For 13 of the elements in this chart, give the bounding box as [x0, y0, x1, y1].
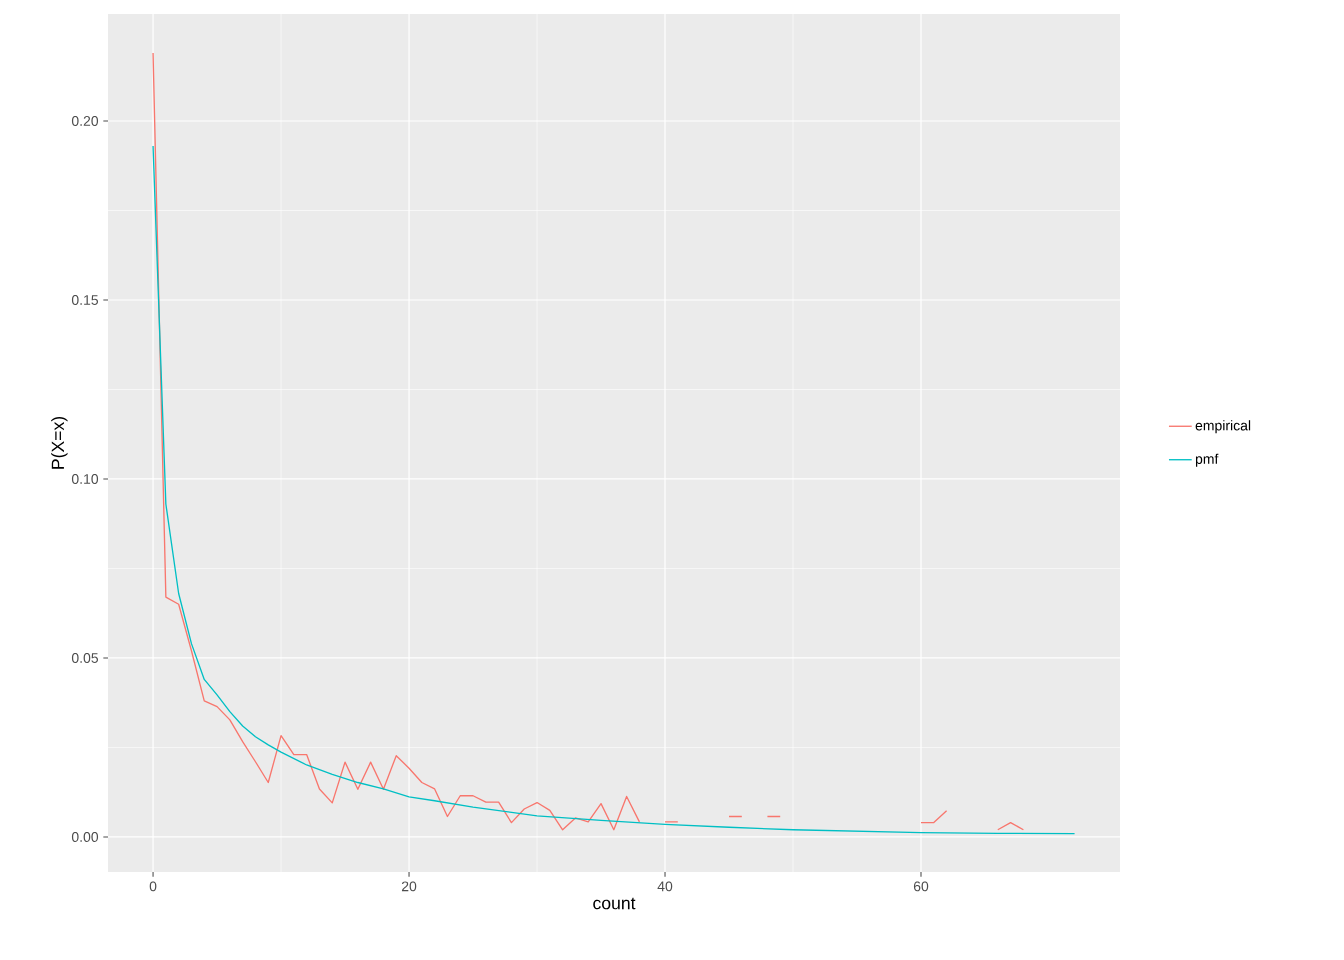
- y-tick-label: 0.20: [71, 116, 99, 126]
- x-axis-title: count: [593, 897, 636, 910]
- y-tick-label: 0.00: [71, 831, 99, 842]
- x-tick-label: 20: [401, 881, 417, 892]
- y-axis-title: P(X=x): [51, 416, 68, 469]
- x-tick-label: 60: [913, 881, 929, 892]
- x-tick-label: 40: [657, 881, 673, 892]
- y-tick-label: 0.15: [71, 295, 99, 305]
- y-tick-label: 0.05: [71, 653, 99, 663]
- y-tick-label: 0.10: [71, 474, 99, 484]
- legend-label: empirical: [1195, 420, 1251, 434]
- x-tick-label: 0: [149, 881, 157, 892]
- legend-label: pmf: [1195, 453, 1219, 467]
